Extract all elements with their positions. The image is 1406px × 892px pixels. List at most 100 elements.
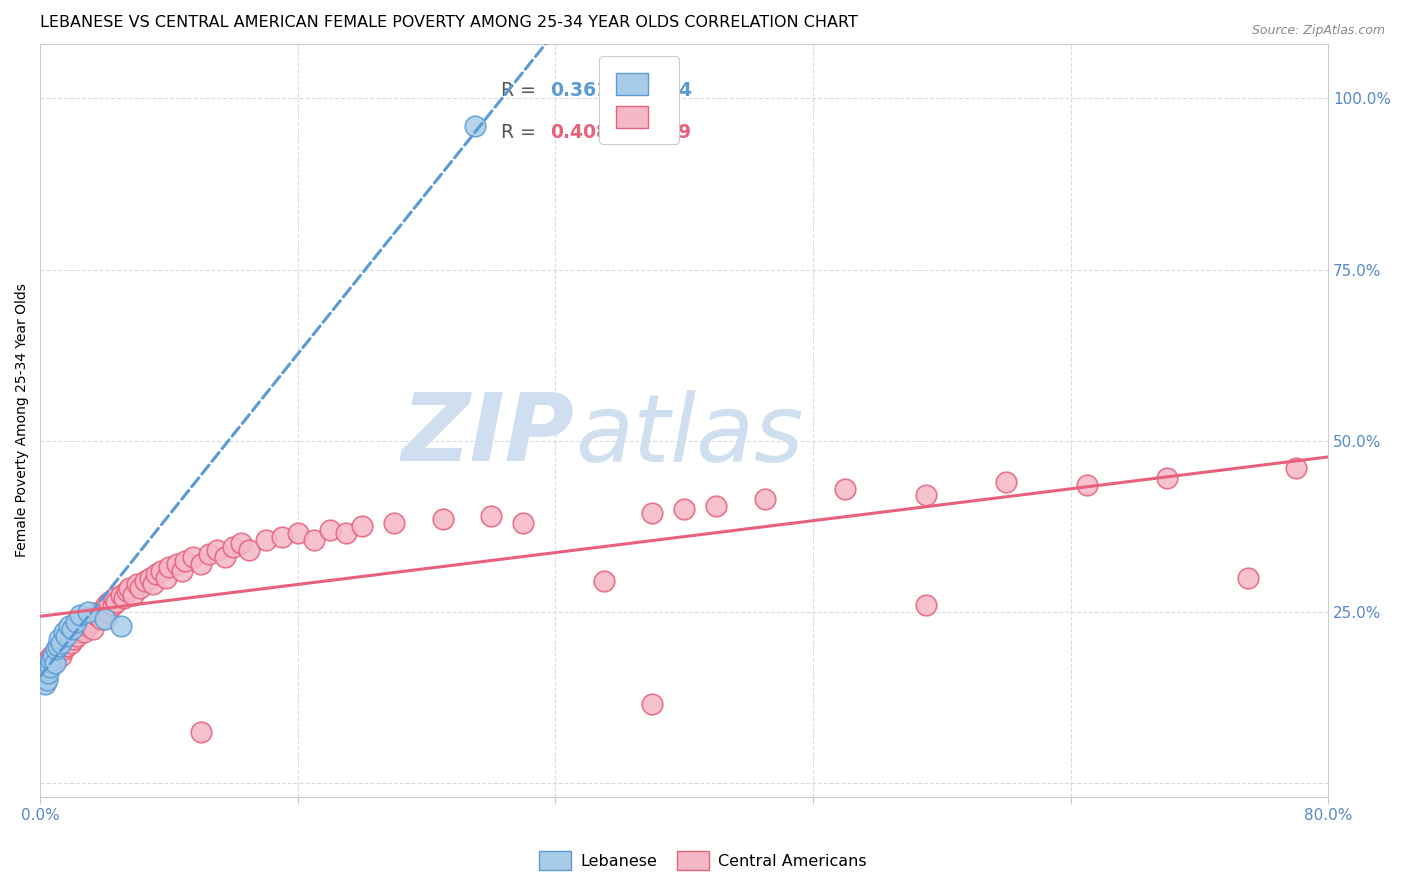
Point (155, 571, 177, 585)
Point (98, 594, 121, 608)
Text: N =: N = (620, 81, 662, 100)
Point (66, 629, 89, 643)
Point (198, 547, 221, 561)
Text: ZIP: ZIP (402, 389, 575, 481)
Point (1285, 461, 1308, 475)
Point (87, 605, 110, 619)
Point (125, 577, 148, 591)
Text: LEBANESE VS CENTRAL AMERICAN FEMALE POVERTY AMONG 25-34 YEAR OLDS CORRELATION CH: LEBANESE VS CENTRAL AMERICAN FEMALE POVE… (41, 15, 858, 30)
Point (145, 567, 167, 582)
Point (181, 550, 204, 565)
Point (55, 635, 77, 649)
Point (93, 612, 115, 626)
Point (53, 642, 76, 657)
Point (149, 564, 172, 578)
Point (122, 588, 145, 602)
Point (52, 639, 75, 653)
Point (101, 598, 124, 612)
Point (319, 523, 342, 537)
Point (55, 629, 77, 643)
Point (34, 677, 56, 691)
Text: Source: ZipAtlas.com: Source: ZipAtlas.com (1251, 24, 1385, 37)
Point (48, 632, 70, 647)
Point (34, 656, 56, 670)
Point (110, 588, 132, 602)
Point (60, 622, 83, 636)
Y-axis label: Female Poverty Among 25-34 Year Olds: Female Poverty Among 25-34 Year Olds (15, 284, 30, 558)
Point (166, 557, 188, 571)
Point (115, 584, 138, 599)
Point (58, 618, 80, 632)
Point (110, 618, 132, 632)
Point (641, 698, 664, 712)
Point (254, 533, 277, 547)
Point (41, 649, 63, 664)
Point (335, 526, 357, 541)
Point (42, 656, 65, 670)
Point (69, 608, 91, 623)
Text: 0.408: 0.408 (550, 123, 609, 142)
Point (45, 642, 67, 657)
Point (382, 516, 405, 530)
Point (754, 491, 776, 506)
Point (65, 625, 87, 640)
Point (41, 653, 63, 667)
Point (70, 618, 93, 632)
Point (58, 632, 80, 647)
Point (479, 508, 502, 523)
Point (914, 488, 936, 502)
Point (44, 653, 66, 667)
Point (222, 540, 245, 554)
Point (142, 577, 165, 591)
Point (93, 601, 115, 615)
Text: 0.361: 0.361 (550, 81, 609, 100)
Point (112, 591, 135, 606)
Point (134, 574, 156, 588)
Legend: Lebanese, Central Americans: Lebanese, Central Americans (533, 845, 873, 877)
Point (46, 646, 69, 660)
Point (80, 615, 103, 629)
Point (190, 557, 212, 571)
Point (49, 635, 72, 649)
Point (118, 581, 141, 595)
Point (53, 625, 76, 640)
Text: 89: 89 (666, 123, 692, 142)
Point (32, 670, 55, 684)
Point (90, 612, 112, 626)
Point (641, 506, 664, 520)
Point (834, 482, 856, 496)
Point (138, 571, 160, 585)
Point (69, 622, 91, 636)
Point (214, 550, 236, 565)
Text: 24: 24 (666, 81, 692, 100)
Point (48, 642, 70, 657)
Point (94, 598, 117, 612)
Point (77, 618, 100, 632)
Point (75, 615, 97, 629)
Point (56, 639, 79, 653)
Point (287, 526, 309, 541)
Point (37, 653, 59, 667)
Point (79, 612, 101, 626)
Point (104, 594, 127, 608)
Point (157, 560, 180, 574)
Point (512, 516, 534, 530)
Point (238, 543, 260, 558)
Point (49, 649, 72, 664)
Point (38, 656, 60, 670)
Point (42, 649, 65, 664)
Point (704, 499, 727, 513)
Point (174, 553, 197, 567)
Point (63, 632, 86, 647)
Point (35, 673, 58, 688)
Point (270, 530, 292, 544)
Point (914, 598, 936, 612)
Point (59, 635, 82, 649)
Text: R =: R = (501, 81, 543, 100)
Point (1076, 478, 1098, 492)
Point (86, 608, 108, 623)
Point (60, 629, 83, 643)
Point (302, 533, 325, 547)
Point (97, 605, 120, 619)
Point (1156, 471, 1178, 485)
